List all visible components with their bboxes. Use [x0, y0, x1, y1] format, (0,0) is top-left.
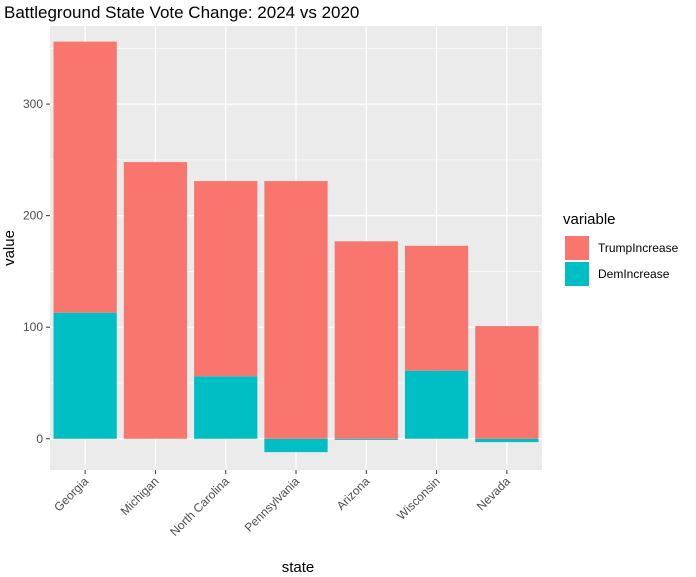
x-tick-label: Michigan: [118, 474, 162, 518]
x-tick-label: Wisconsin: [394, 474, 443, 523]
bar-trumpincrease-pennsylvania: [264, 181, 328, 439]
y-tick-label: 0: [36, 432, 43, 446]
bar-trumpincrease-michigan: [123, 162, 188, 439]
legend: variable TrumpIncrease DemIncrease: [563, 211, 679, 286]
legend-key-trumpincrease: [565, 236, 589, 260]
y-tick-label: 200: [23, 209, 43, 223]
y-tick-label: 100: [23, 320, 43, 334]
x-tick-label: Arizona: [334, 474, 373, 513]
bar-trumpincrease-north-carolina: [194, 181, 258, 377]
bar-trumpincrease-nevada: [475, 326, 539, 439]
bar-trumpincrease-georgia: [53, 41, 117, 313]
legend-label-demincrease: DemIncrease: [598, 267, 670, 281]
bar-demincrease-pennsylvania: [264, 438, 328, 453]
y-axis-title: value: [1, 230, 18, 266]
x-axis: Georgia Michigan North Carolina Pennsylvani…: [51, 470, 513, 539]
bar-demincrease-georgia: [53, 312, 117, 439]
legend-key-demincrease: [565, 262, 589, 286]
y-axis: 0 100 200 300: [23, 97, 50, 446]
x-tick-label: North Carolina: [167, 474, 232, 539]
legend-label-trumpincrease: TrumpIncrease: [598, 241, 679, 255]
legend-title: variable: [563, 211, 616, 228]
x-tick-label: Nevada: [474, 474, 513, 513]
bars: [53, 41, 539, 453]
bar-trumpincrease-wisconsin: [404, 245, 469, 371]
x-axis-title: state: [282, 559, 315, 576]
chart-title: Battleground State Vote Change: 2024 vs …: [4, 3, 359, 22]
y-tick-label: 300: [23, 97, 43, 111]
x-tick-label: Georgia: [51, 474, 91, 514]
bar-demincrease-north-carolina: [194, 376, 258, 439]
bar-demincrease-arizona: [334, 438, 398, 440]
bar-trumpincrease-arizona: [334, 241, 398, 439]
bar-demincrease-wisconsin: [404, 370, 469, 439]
bar-demincrease-nevada: [475, 438, 539, 443]
x-tick-label: Pennsylvania: [242, 474, 303, 535]
